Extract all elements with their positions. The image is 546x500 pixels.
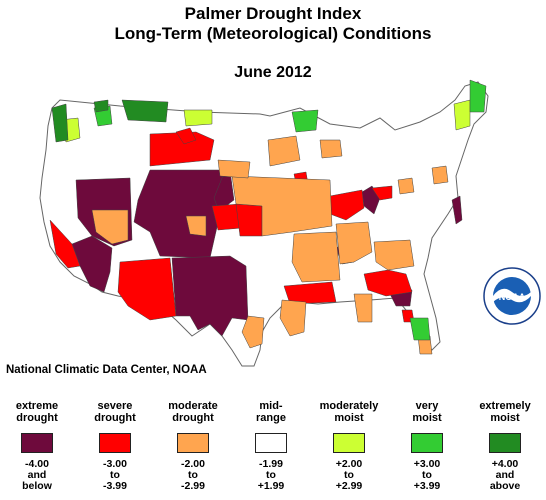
legend-item-mid-range: mid-range -1.99 to +1.99 — [255, 400, 287, 492]
legend-swatch — [489, 433, 521, 453]
legend-swatch — [177, 433, 209, 453]
legend-item-very-moist: very moist +3.00 to +3.99 — [411, 400, 443, 492]
extremely-moist-regions — [51, 99, 169, 143]
legend-swatch — [255, 433, 287, 453]
legend-item-extremely-moist: extremely moist +4.00 and above — [479, 400, 531, 492]
legend-item-moderate-drought: moderate drought -2.00 to -2.99 — [168, 400, 218, 492]
legend-swatch — [411, 433, 443, 453]
legend-item-moderately-moist: moderately moist +2.00 to +2.99 — [319, 400, 379, 492]
legend-item-severe-drought: severe drought -3.00 to -3.99 — [94, 400, 136, 492]
legend-item-extreme-drought: extreme drought -4.00 and below — [15, 400, 59, 492]
noaa-logo-text: NOAA — [499, 292, 526, 302]
map-subtitle: Long-Term (Meteorological) Conditions — [114, 24, 432, 43]
noaa-logo: NOAA — [483, 267, 541, 325]
map-title: Palmer Drought Index — [184, 4, 362, 23]
map-date: June 2012 — [234, 64, 312, 81]
legend-swatch — [99, 433, 131, 453]
moderate-drought-regions — [91, 135, 449, 355]
legend-swatch — [333, 433, 365, 453]
us-drought-map — [39, 79, 489, 367]
severe-drought-regions — [49, 127, 415, 323]
legend-swatch — [21, 433, 53, 453]
map-credit: National Climatic Data Center, NOAA — [6, 364, 207, 376]
